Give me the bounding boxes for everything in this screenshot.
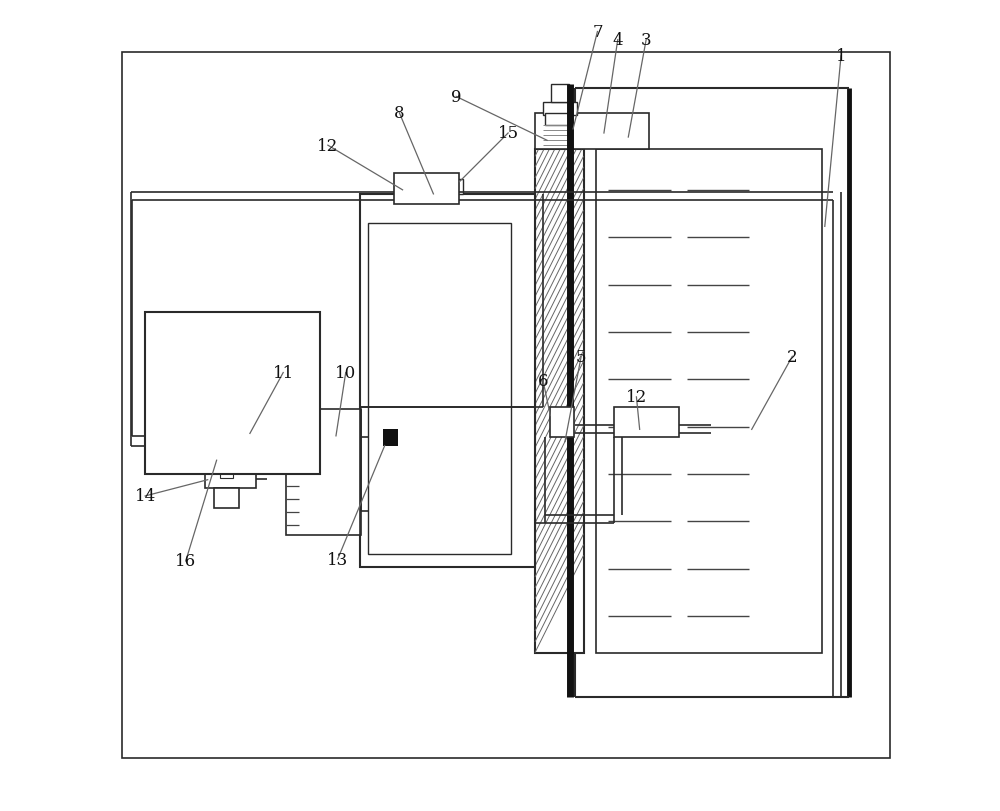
Bar bbox=[383, 430, 398, 446]
Text: 3: 3 bbox=[641, 32, 651, 49]
Text: 9: 9 bbox=[451, 89, 461, 105]
Bar bbox=[443, 180, 463, 195]
Bar bbox=[614, 407, 679, 438]
Bar bbox=[360, 195, 535, 568]
Bar bbox=[122, 53, 890, 758]
Text: 11: 11 bbox=[273, 365, 294, 381]
Text: 12: 12 bbox=[626, 389, 647, 406]
Text: 6: 6 bbox=[538, 373, 548, 389]
Bar bbox=[535, 150, 584, 653]
Bar bbox=[214, 450, 239, 470]
Bar bbox=[545, 114, 568, 126]
Text: 12: 12 bbox=[317, 138, 338, 154]
Bar bbox=[368, 224, 511, 555]
Bar bbox=[394, 174, 459, 204]
Bar bbox=[145, 312, 320, 474]
Bar bbox=[551, 85, 569, 103]
Bar bbox=[205, 470, 256, 488]
Bar bbox=[214, 488, 239, 508]
Text: 7: 7 bbox=[592, 24, 603, 41]
Bar bbox=[550, 407, 574, 438]
Bar bbox=[543, 103, 577, 116]
Text: 1: 1 bbox=[836, 49, 846, 65]
Bar bbox=[535, 114, 649, 150]
Text: 10: 10 bbox=[335, 365, 356, 381]
Bar bbox=[596, 150, 822, 653]
Text: 8: 8 bbox=[394, 105, 405, 122]
Text: 4: 4 bbox=[612, 32, 623, 49]
Text: 16: 16 bbox=[175, 553, 196, 569]
Text: 13: 13 bbox=[327, 551, 348, 568]
Text: 2: 2 bbox=[787, 349, 798, 365]
Text: 5: 5 bbox=[576, 349, 586, 365]
Text: 14: 14 bbox=[135, 488, 156, 504]
Bar bbox=[286, 410, 361, 535]
Text: 15: 15 bbox=[498, 126, 519, 142]
Bar bbox=[220, 469, 233, 478]
